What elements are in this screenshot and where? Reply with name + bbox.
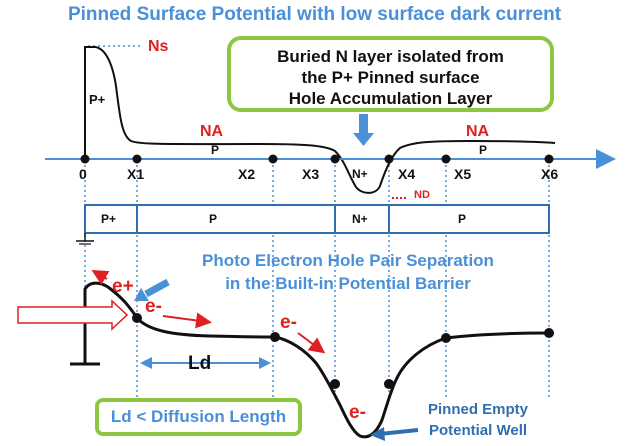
axis-point-x3 bbox=[330, 154, 340, 164]
photo-pointer-head bbox=[134, 288, 149, 301]
axis-label-x1: X1 bbox=[127, 166, 145, 182]
photo-pointer-shaft bbox=[144, 278, 170, 298]
na-right-label: NA bbox=[466, 123, 490, 140]
electron-arrow-1 bbox=[162, 312, 212, 329]
axis-point-x4 bbox=[384, 154, 394, 164]
callout-line-3: Hole Accumulation Layer bbox=[288, 89, 493, 108]
well-text-line-2: Potential Well bbox=[428, 422, 528, 439]
axis-label-x3: X3 bbox=[302, 166, 320, 182]
layer-bar bbox=[84, 204, 550, 234]
axis-label-x5: X5 bbox=[454, 166, 472, 182]
axis-point-x2 bbox=[268, 154, 278, 164]
axis-point-x1 bbox=[132, 154, 142, 164]
down-arrow-head bbox=[353, 133, 374, 146]
na-left-label: NA bbox=[200, 123, 224, 140]
callout-line-2: the P+ Pinned surface bbox=[301, 68, 480, 87]
layer-label-p-plus: P+ bbox=[101, 212, 117, 226]
p-right-label: P bbox=[479, 143, 488, 157]
well-pointer-head bbox=[370, 427, 385, 441]
down-arrow-shaft bbox=[359, 114, 368, 134]
n-plus-profile-label: N+ bbox=[352, 167, 368, 181]
p-plus-surface-label: P+ bbox=[89, 92, 106, 107]
electron-arrow-2 bbox=[297, 332, 326, 354]
buried-layer-callout: Buried N layer isolated from the P+ Pinn… bbox=[227, 36, 554, 112]
axis-points bbox=[80, 154, 554, 164]
axis-point-x6 bbox=[544, 154, 554, 164]
empty-well-text: Pinned Empty Potential Well bbox=[418, 399, 538, 441]
axis-label-x6: X6 bbox=[541, 166, 559, 182]
electron-carrier-label-3: e- bbox=[349, 402, 366, 423]
photo-text-line-1: Photo Electron Hole Pair Separation bbox=[202, 251, 494, 270]
electron-carrier-label-2: e- bbox=[280, 312, 297, 333]
diagram-title: Pinned Surface Potential with low surfac… bbox=[67, 4, 562, 25]
ns-label: Ns bbox=[148, 38, 169, 55]
p-left-label: P bbox=[211, 143, 220, 157]
axis-label-0: 0 bbox=[79, 166, 87, 182]
layer-label-p-right: P bbox=[458, 212, 467, 226]
ld-label: Ld bbox=[188, 353, 212, 374]
potential-points bbox=[132, 313, 554, 389]
axis-label-x2: X2 bbox=[238, 166, 256, 182]
ld-note-box: Ld < Diffusion Length bbox=[95, 398, 302, 436]
well-text-line-1: Pinned Empty bbox=[427, 401, 528, 418]
photo-separation-text: Photo Electron Hole Pair Separation in t… bbox=[168, 249, 528, 295]
incident-light-arrow bbox=[17, 299, 129, 331]
hole-arrow bbox=[91, 269, 110, 285]
hole-carrier-label: e+ bbox=[112, 276, 134, 297]
axis-point-0 bbox=[80, 154, 90, 164]
doping-profile-curve bbox=[84, 46, 556, 194]
layer-label-n-plus: N+ bbox=[352, 212, 368, 226]
well-pointer-shaft bbox=[379, 428, 419, 436]
callout-line-1: Buried N layer isolated from bbox=[277, 47, 504, 66]
photo-text-line-2: in the Built-in Potential Barrier bbox=[225, 274, 471, 293]
nd-label: ND bbox=[414, 189, 430, 201]
axis-point-x5 bbox=[441, 154, 451, 164]
axis-label-x4: X4 bbox=[398, 166, 416, 182]
electron-carrier-label-1: e- bbox=[145, 296, 162, 317]
layer-label-p-left: P bbox=[209, 212, 218, 226]
